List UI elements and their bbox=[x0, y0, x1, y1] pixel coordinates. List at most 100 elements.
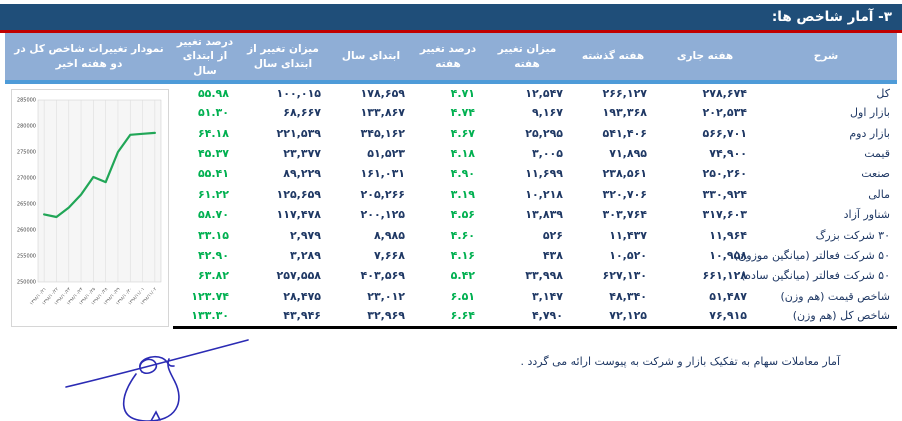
cell-last-week: ۷۱,۸۹۵ bbox=[609, 146, 647, 160]
column-header-year-change-pct: درصد تغییر از ابتدای سال bbox=[173, 33, 237, 84]
cell-current-week: ۳۱۷,۶۰۳ bbox=[702, 208, 747, 222]
cell-index-name: ۵۰ شرکت فعالتر (میانگین ساده) bbox=[740, 269, 890, 283]
cell-last-week: ۱۹۳,۳۶۸ bbox=[602, 106, 647, 120]
cell-current-week: ۷۴,۹۰۰ bbox=[709, 146, 747, 160]
cell-year-start: ۷,۶۶۸ bbox=[373, 248, 405, 262]
svg-text:260000: 260000 bbox=[17, 228, 36, 234]
cell-year-change: ۴۳,۹۴۶ bbox=[237, 306, 329, 329]
cell-week-change: ۱۰,۲۱۸ bbox=[525, 187, 563, 201]
index-line-chart: 250000 255000 260000 265000 270000 275000 2800… bbox=[17, 98, 162, 307]
cell-year-change: ۱۱۷,۴۷۸ bbox=[276, 208, 321, 222]
table-row: شاخص کل (هم وزن) ۷۶,۹۱۵ ۷۲,۱۲۵ ۴,۷۹۰ ۶.۶… bbox=[5, 306, 897, 329]
cell-index-name: بازار اول bbox=[850, 106, 890, 120]
cell-index-name: شناور آزاد bbox=[843, 208, 890, 222]
indices-table-container: شرح هفته جاری هفته گذشته میزان تغییر هفت… bbox=[0, 33, 902, 329]
cell-week-change-pct: ۵.۴۲ bbox=[450, 269, 475, 283]
cell-year-change-pct: ۶۴.۱۸ bbox=[197, 126, 229, 140]
cell-year-change-pct: ۵۵.۹۸ bbox=[197, 86, 229, 100]
cell-year-change-pct: ۵۸.۷۰ bbox=[197, 208, 229, 222]
cell-last-week: ۱۱,۴۳۷ bbox=[609, 228, 647, 242]
table-row: شاخص قیمت (هم وزن) ۵۱,۴۸۷ ۴۸,۳۴۰ ۳,۱۴۷ ۶… bbox=[5, 286, 897, 306]
cell-week-change: ۱۱,۶۹۹ bbox=[525, 167, 563, 181]
cell-year-start: ۱۶۱,۰۳۱ bbox=[360, 167, 405, 181]
cell-year-start: ۳۲,۹۶۹ bbox=[329, 306, 413, 329]
cell-week-change: ۴,۷۹۰ bbox=[483, 306, 571, 329]
cell-last-week: ۴۸,۳۴۰ bbox=[609, 289, 647, 303]
table-row: قیمت ۷۴,۹۰۰ ۷۱,۸۹۵ ۳,۰۰۵ ۴.۱۸ ۵۱,۵۲۳ ۲۳,… bbox=[5, 143, 897, 163]
cell-year-change: ۶۸,۶۶۷ bbox=[283, 106, 321, 120]
cell-current-week: ۵۱,۴۸۷ bbox=[709, 289, 747, 303]
cell-year-start: ۳۴۵,۱۶۲ bbox=[360, 126, 405, 140]
cell-index-name: مالی bbox=[868, 187, 890, 201]
cell-year-change-pct: ۵۵.۴۱ bbox=[197, 167, 229, 181]
cell-week-change: ۴۳۸ bbox=[542, 248, 563, 262]
table-row: مالی ۳۳۰,۹۲۴ ۳۲۰,۷۰۶ ۱۰,۲۱۸ ۳.۱۹ ۲۰۵,۲۶۶… bbox=[5, 184, 897, 204]
cell-index-name: صنعت bbox=[861, 167, 890, 181]
cell-last-week: ۲۳۸,۵۶۱ bbox=[602, 167, 647, 181]
cell-year-start: ۲۰۵,۲۶۶ bbox=[360, 187, 405, 201]
cell-year-change: ۱۰۰,۰۱۵ bbox=[276, 86, 321, 100]
table-row: شناور آزاد ۳۱۷,۶۰۳ ۳۰۳,۷۶۴ ۱۳,۸۳۹ ۴.۵۶ ۲… bbox=[5, 204, 897, 224]
cell-year-change-pct: ۴۲.۹۰ bbox=[197, 248, 229, 262]
svg-text:275000: 275000 bbox=[17, 150, 36, 156]
cell-current-week: ۷۶,۹۱۵ bbox=[655, 306, 755, 329]
cell-week-change-pct: ۴.۷۴ bbox=[450, 106, 475, 120]
index-chart: 250000 255000 260000 265000 270000 275000 2800… bbox=[11, 89, 169, 327]
cell-last-week: ۳۲۰,۷۰۶ bbox=[602, 187, 647, 201]
table-row: کل ۲۷۸,۶۷۴ ۲۶۶,۱۲۷ ۱۲,۵۴۷ ۴.۷۱ ۱۷۸,۶۵۹ ۱… bbox=[5, 82, 897, 327]
cell-week-change-pct: ۴.۵۶ bbox=[450, 208, 475, 222]
cell-last-week: ۳۰۳,۷۶۴ bbox=[602, 208, 647, 222]
table-header-row: شرح هفته جاری هفته گذشته میزان تغییر هفت… bbox=[5, 33, 897, 84]
cell-index-name: ۳۰ شرکت بزرگ bbox=[815, 228, 890, 242]
cell-week-change-pct: ۴.۷۱ bbox=[450, 86, 475, 100]
cell-week-change: ۵۲۶ bbox=[542, 228, 563, 242]
cell-year-change: ۲۵۷,۵۵۸ bbox=[276, 269, 321, 283]
column-header-two-week-chart: نمودار تغییرات شاخص کل در دو هفته اخیر bbox=[5, 33, 173, 84]
column-header-year-change: میزان تغییر از ابتدای سال bbox=[237, 33, 329, 84]
cell-year-change: ۲۳,۳۷۷ bbox=[283, 146, 321, 160]
cell-index-name: کل bbox=[876, 86, 890, 100]
table-row: ۳۰ شرکت بزرگ ۱۱,۹۶۴ ۱۱,۴۳۷ ۵۲۶ ۴.۶۰ ۸,۹۸… bbox=[5, 225, 897, 245]
cell-week-change: ۱۲,۵۴۷ bbox=[525, 86, 563, 100]
cell-year-change-pct: ۱۳۳.۳۰ bbox=[173, 306, 237, 329]
cell-week-change-pct: ۶.۵۱ bbox=[450, 289, 475, 303]
cell-year-change-pct: ۳۳.۱۵ bbox=[197, 228, 229, 242]
cell-year-start: ۴۰۳,۵۶۹ bbox=[360, 269, 405, 283]
cell-current-week: ۵۶۶,۷۰۱ bbox=[702, 126, 747, 140]
cell-week-change: ۱۳,۸۳۹ bbox=[525, 208, 563, 222]
cell-last-week: ۲۶۶,۱۲۷ bbox=[602, 86, 647, 100]
cell-week-change-pct: ۴.۱۶ bbox=[450, 248, 475, 262]
cell-week-change: ۹,۱۶۷ bbox=[531, 106, 563, 120]
cell-year-start: ۱۷۸,۶۵۹ bbox=[360, 86, 405, 100]
cell-year-change-pct: ۱۲۳.۷۴ bbox=[191, 289, 229, 303]
cell-week-change-pct: ۶.۶۴ bbox=[413, 306, 483, 329]
svg-text:250000: 250000 bbox=[17, 280, 36, 286]
cell-week-change-pct: ۴.۹۰ bbox=[450, 167, 475, 181]
cell-year-start: ۲۳,۰۱۲ bbox=[367, 289, 405, 303]
cell-week-change: ۳,۰۰۵ bbox=[531, 146, 563, 160]
cell-week-change: ۲۵,۲۹۵ bbox=[525, 126, 563, 140]
cell-year-start: ۸,۹۸۵ bbox=[373, 228, 405, 242]
cell-last-week: ۶۲۷,۱۳۰ bbox=[602, 269, 647, 283]
index-chart-cell: 250000 255000 260000 265000 270000 275000 2800… bbox=[5, 82, 173, 327]
cell-week-change: ۳۳,۹۹۸ bbox=[525, 269, 563, 283]
cell-year-change: ۲۲۱,۵۳۹ bbox=[276, 126, 321, 140]
cell-last-week: ۷۲,۱۲۵ bbox=[571, 306, 655, 329]
svg-text:285000: 285000 bbox=[17, 98, 36, 104]
cell-year-change-pct: ۴۵.۳۷ bbox=[197, 146, 229, 160]
table-row: صنعت ۲۵۰,۲۶۰ ۲۳۸,۵۶۱ ۱۱,۶۹۹ ۴.۹۰ ۱۶۱,۰۳۱… bbox=[5, 164, 897, 184]
cell-week-change: ۳,۱۴۷ bbox=[531, 289, 563, 303]
cell-year-change: ۱۲۵,۶۵۹ bbox=[276, 187, 321, 201]
footer-note: آمار معاملات سهام به تفکیک بازار و شرکت … bbox=[520, 355, 840, 368]
indices-table-body: کل ۲۷۸,۶۷۴ ۲۶۶,۱۲۷ ۱۲,۵۴۷ ۴.۷۱ ۱۷۸,۶۵۹ ۱… bbox=[5, 82, 897, 329]
svg-text:265000: 265000 bbox=[17, 202, 36, 208]
cell-year-change: ۲۸,۴۷۵ bbox=[283, 289, 321, 303]
table-row: بازار دوم ۵۶۶,۷۰۱ ۵۴۱,۴۰۶ ۲۵,۲۹۵ ۴.۶۷ ۳۴… bbox=[5, 123, 897, 143]
signature-ink bbox=[65, 339, 249, 421]
cell-week-change-pct: ۴.۶۷ bbox=[450, 126, 475, 140]
svg-text:255000: 255000 bbox=[17, 254, 36, 260]
cell-current-week: ۱۰,۹۵۸ bbox=[709, 248, 747, 262]
cell-year-start: ۵۱,۵۲۳ bbox=[367, 146, 405, 160]
cell-current-week: ۲۵۰,۲۶۰ bbox=[702, 167, 747, 181]
cell-year-change: ۳,۲۸۹ bbox=[289, 248, 321, 262]
